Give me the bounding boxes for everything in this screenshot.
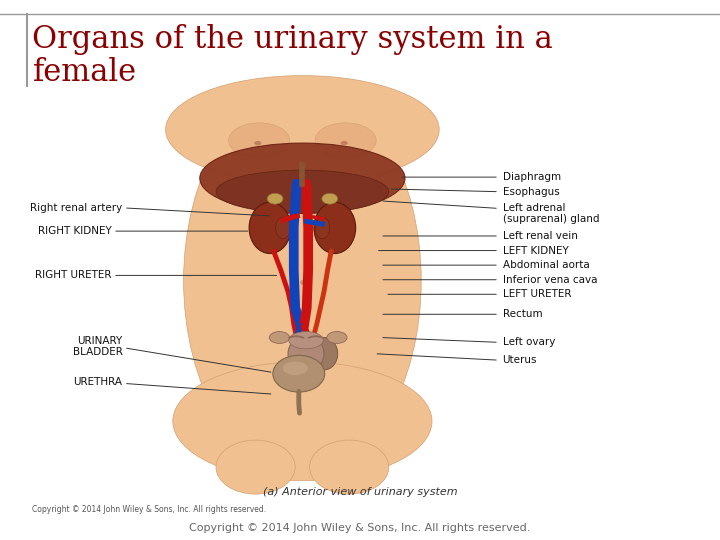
Text: Copyright © 2014 John Wiley & Sons, Inc. All rights reserved.: Copyright © 2014 John Wiley & Sons, Inc.…: [32, 505, 266, 514]
Ellipse shape: [249, 202, 291, 253]
Text: Left ovary: Left ovary: [503, 338, 555, 347]
Ellipse shape: [269, 332, 289, 343]
Ellipse shape: [184, 86, 421, 475]
Ellipse shape: [267, 193, 283, 204]
Ellipse shape: [229, 123, 289, 158]
Ellipse shape: [282, 362, 308, 375]
Text: LEFT URETER: LEFT URETER: [503, 289, 571, 299]
Text: (a) Anterior view of urinary system: (a) Anterior view of urinary system: [263, 488, 457, 497]
Ellipse shape: [341, 141, 348, 145]
Text: BLADDER: BLADDER: [73, 347, 122, 357]
Text: Left adrenal: Left adrenal: [503, 204, 565, 213]
Ellipse shape: [254, 141, 261, 145]
Text: RIGHT KIDNEY: RIGHT KIDNEY: [38, 226, 112, 236]
Ellipse shape: [315, 123, 377, 158]
Text: Inferior vena cava: Inferior vena cava: [503, 275, 597, 285]
Ellipse shape: [315, 217, 330, 239]
Ellipse shape: [273, 355, 325, 392]
Text: female: female: [32, 57, 137, 87]
Text: Copyright © 2014 John Wiley & Sons, Inc. All rights reserved.: Copyright © 2014 John Wiley & Sons, Inc.…: [189, 523, 531, 533]
Ellipse shape: [166, 76, 439, 184]
Text: LEFT KIDNEY: LEFT KIDNEY: [503, 246, 568, 255]
Ellipse shape: [310, 338, 338, 370]
Ellipse shape: [216, 440, 295, 494]
Ellipse shape: [314, 202, 356, 253]
Ellipse shape: [289, 332, 323, 349]
Ellipse shape: [276, 217, 290, 239]
Text: Left renal vein: Left renal vein: [503, 231, 577, 241]
Ellipse shape: [322, 193, 338, 204]
Text: Organs of the urinary system in a: Organs of the urinary system in a: [32, 24, 553, 55]
Ellipse shape: [310, 440, 389, 494]
Ellipse shape: [173, 362, 432, 481]
Text: (suprarenal) gland: (suprarenal) gland: [503, 214, 599, 224]
Text: Uterus: Uterus: [503, 355, 537, 365]
Text: Diaphragm: Diaphragm: [503, 172, 561, 182]
Text: Right renal artery: Right renal artery: [30, 203, 122, 213]
Text: URETHRA: URETHRA: [73, 377, 122, 387]
Text: URINARY: URINARY: [77, 336, 122, 346]
Ellipse shape: [216, 170, 389, 213]
Ellipse shape: [199, 143, 405, 213]
Text: Abdominal aorta: Abdominal aorta: [503, 260, 589, 270]
Ellipse shape: [327, 332, 347, 343]
Ellipse shape: [288, 336, 324, 372]
Text: RIGHT URETER: RIGHT URETER: [35, 271, 112, 280]
Text: Esophagus: Esophagus: [503, 187, 559, 197]
Text: Rectum: Rectum: [503, 309, 542, 319]
